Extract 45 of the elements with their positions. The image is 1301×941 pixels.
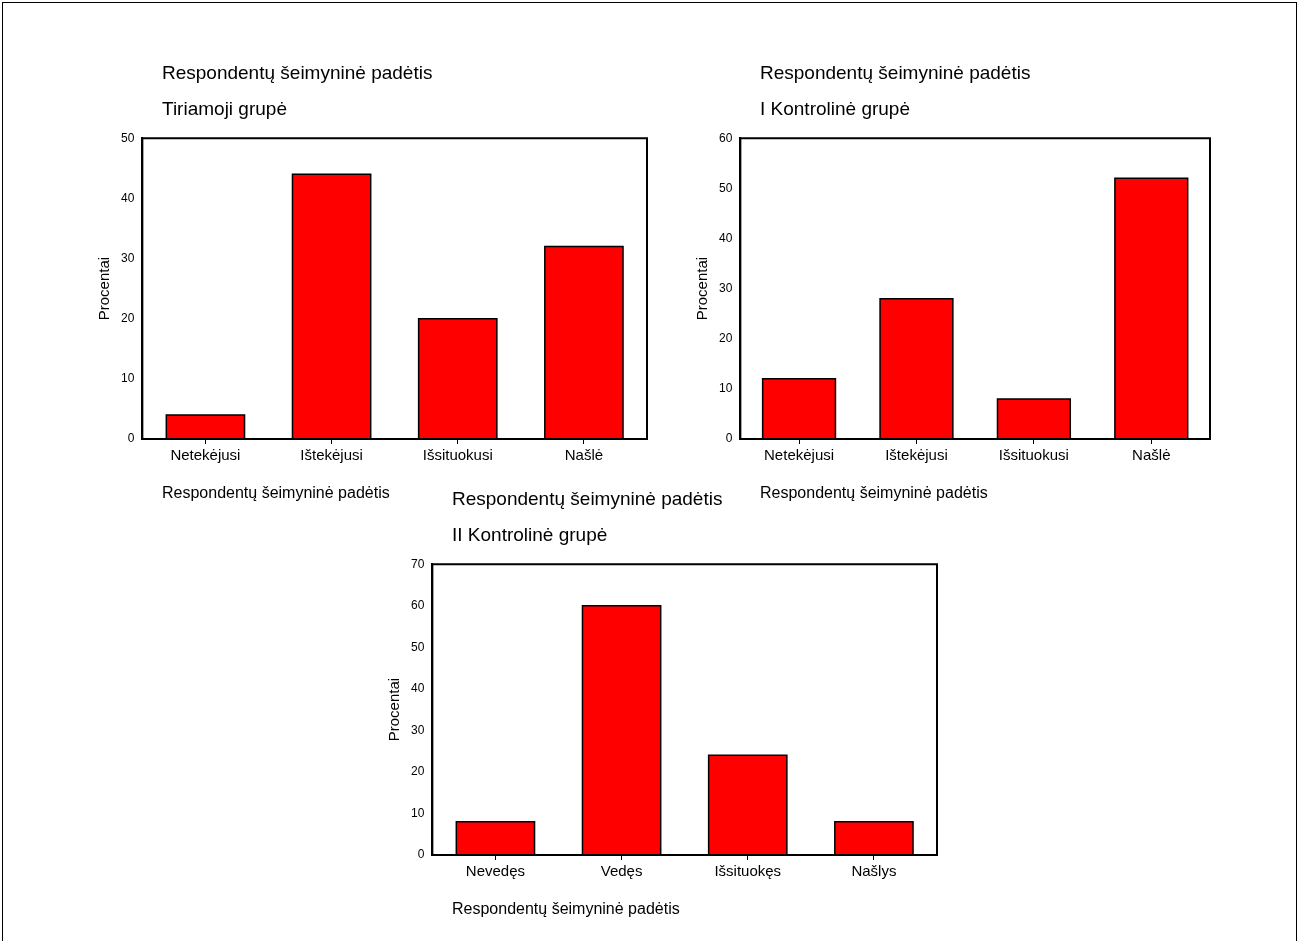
chart-title: Respondentų šeimyninė padėtis — [162, 62, 433, 84]
chart-title: Respondentų šeimyninė padėtis — [760, 62, 1031, 84]
y-tick-label: 30 — [410, 722, 425, 737]
y-tick-label: 70 — [410, 556, 425, 571]
x-axis-title: Respondentų šeimyninė padėtis — [760, 484, 988, 502]
y-tick-label: 40 — [718, 230, 733, 245]
y-axis-title: Procentai — [385, 677, 403, 742]
y-tick-label: 60 — [718, 130, 733, 145]
y-tick-label: 60 — [410, 598, 425, 613]
chart-title: Respondentų šeimyninė padėtis — [452, 488, 723, 510]
y-tick-label: 0 — [725, 431, 733, 446]
chart-subtitle: I Kontrolinė grupė — [760, 98, 910, 120]
y-tick-label: 10 — [120, 371, 135, 386]
x-axis-title: Respondentų šeimyninė padėtis — [162, 484, 390, 502]
y-tick-label: 10 — [410, 805, 425, 820]
x-tick-label: Nevedęs — [465, 862, 526, 880]
chart-subtitle: Tiriamoji grupė — [162, 98, 287, 120]
x-tick-label: Našlė — [1132, 446, 1171, 464]
y-tick-label: 20 — [410, 764, 425, 779]
y-tick-label: 30 — [718, 280, 733, 295]
x-tick-label: Ištekėjusi — [885, 446, 948, 464]
x-tick-label: Išsituokęs — [714, 862, 782, 880]
x-tick-label: Našlė — [564, 446, 604, 464]
x-tick-label: Vedęs — [600, 862, 643, 880]
x-tick-label: Netekėjusi — [170, 446, 241, 464]
y-axis-title: Procentai — [95, 256, 113, 321]
y-tick-label: 20 — [718, 331, 733, 346]
y-tick-label: 50 — [718, 180, 733, 195]
y-tick-label: 20 — [120, 310, 135, 325]
y-tick-label: 0 — [127, 431, 135, 446]
chart-subtitle: II Kontrolinė grupė — [452, 524, 608, 546]
y-tick-label: 40 — [410, 681, 425, 696]
y-axis-title: Procentai — [693, 256, 711, 321]
x-tick-label: Našlys — [851, 862, 897, 880]
x-tick-label: Netekėjusi — [764, 446, 835, 464]
y-tick-label: 0 — [417, 847, 425, 862]
x-tick-label: Ištekėjusi — [300, 446, 363, 464]
y-tick-label: 10 — [718, 381, 733, 396]
y-tick-label: 50 — [410, 639, 425, 654]
y-tick-label: 30 — [120, 250, 135, 265]
y-tick-label: 50 — [120, 130, 135, 145]
x-axis-title: Respondentų šeimyninė padėtis — [452, 900, 680, 918]
x-tick-label: Išsituokusi — [422, 446, 493, 464]
y-tick-label: 40 — [120, 190, 135, 205]
x-tick-label: Išsituokusi — [998, 446, 1069, 464]
